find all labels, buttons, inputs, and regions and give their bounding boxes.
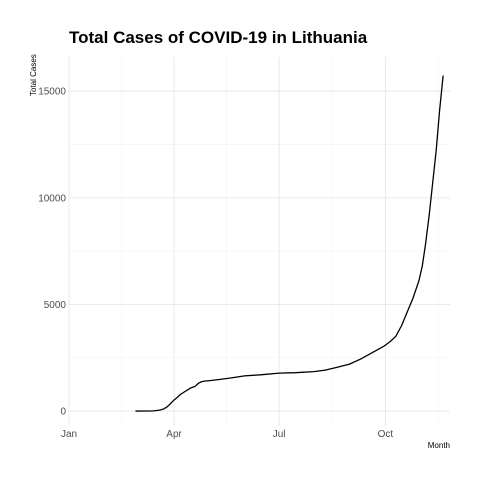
data-point (204, 380, 206, 382)
data-point (389, 341, 391, 343)
x-tick-label: Jan (61, 429, 77, 440)
x-axis-ticks: Jan Apr Jul Oct (61, 429, 393, 440)
data-point (173, 399, 175, 401)
data-point (135, 410, 137, 412)
data-point (170, 403, 172, 405)
grid (68, 57, 450, 426)
y-axis-ticks: 0 5000 10000 15000 (38, 87, 66, 418)
data-point (428, 214, 430, 216)
y-axis-label: Total Cases (29, 54, 38, 96)
data-point (166, 406, 168, 408)
data-point (183, 391, 185, 393)
data-point (190, 387, 192, 389)
data-point (218, 379, 220, 380)
data-point (442, 75, 444, 77)
data-point (177, 396, 179, 398)
data-point (278, 372, 280, 374)
data-point (418, 280, 420, 282)
data-point (197, 382, 199, 384)
y-tick-label: 0 (60, 407, 66, 418)
data-point (395, 335, 397, 337)
x-tick-label: Apr (166, 429, 182, 440)
data-point (152, 410, 154, 412)
data-point (313, 371, 315, 373)
y-tick-label: 5000 (44, 300, 67, 311)
data-point (243, 375, 245, 377)
data-point (187, 389, 189, 391)
series-layer (135, 75, 444, 412)
data-point (372, 351, 374, 353)
data-point (201, 381, 203, 383)
data-point (149, 410, 151, 412)
data-point (421, 265, 423, 267)
data-point (156, 410, 158, 412)
chart-title: Total Cases of COVID-19 in Lithuania (69, 28, 368, 47)
data-point (230, 377, 232, 379)
data-point (294, 372, 296, 374)
x-axis-label: Month (428, 441, 450, 450)
data-point (412, 297, 414, 299)
data-point (336, 366, 338, 368)
data-point (159, 409, 161, 411)
data-point (432, 182, 434, 184)
y-tick-label: 15000 (38, 87, 66, 98)
data-point (260, 374, 262, 376)
y-tick-label: 10000 (38, 193, 66, 204)
data-point (425, 242, 427, 244)
data-point (406, 311, 408, 313)
data-point (180, 393, 182, 395)
data-point (324, 369, 326, 371)
x-tick-label: Jul (273, 429, 286, 440)
data-point (194, 386, 196, 388)
data-point (435, 150, 437, 152)
data-point (163, 408, 165, 410)
data-point (360, 358, 362, 360)
data-point (383, 345, 385, 347)
data-point (208, 380, 210, 382)
data-point (439, 109, 441, 111)
data-point (401, 325, 403, 327)
x-tick-label: Oct (378, 429, 394, 440)
data-point (349, 363, 351, 365)
series-line (135, 75, 444, 412)
